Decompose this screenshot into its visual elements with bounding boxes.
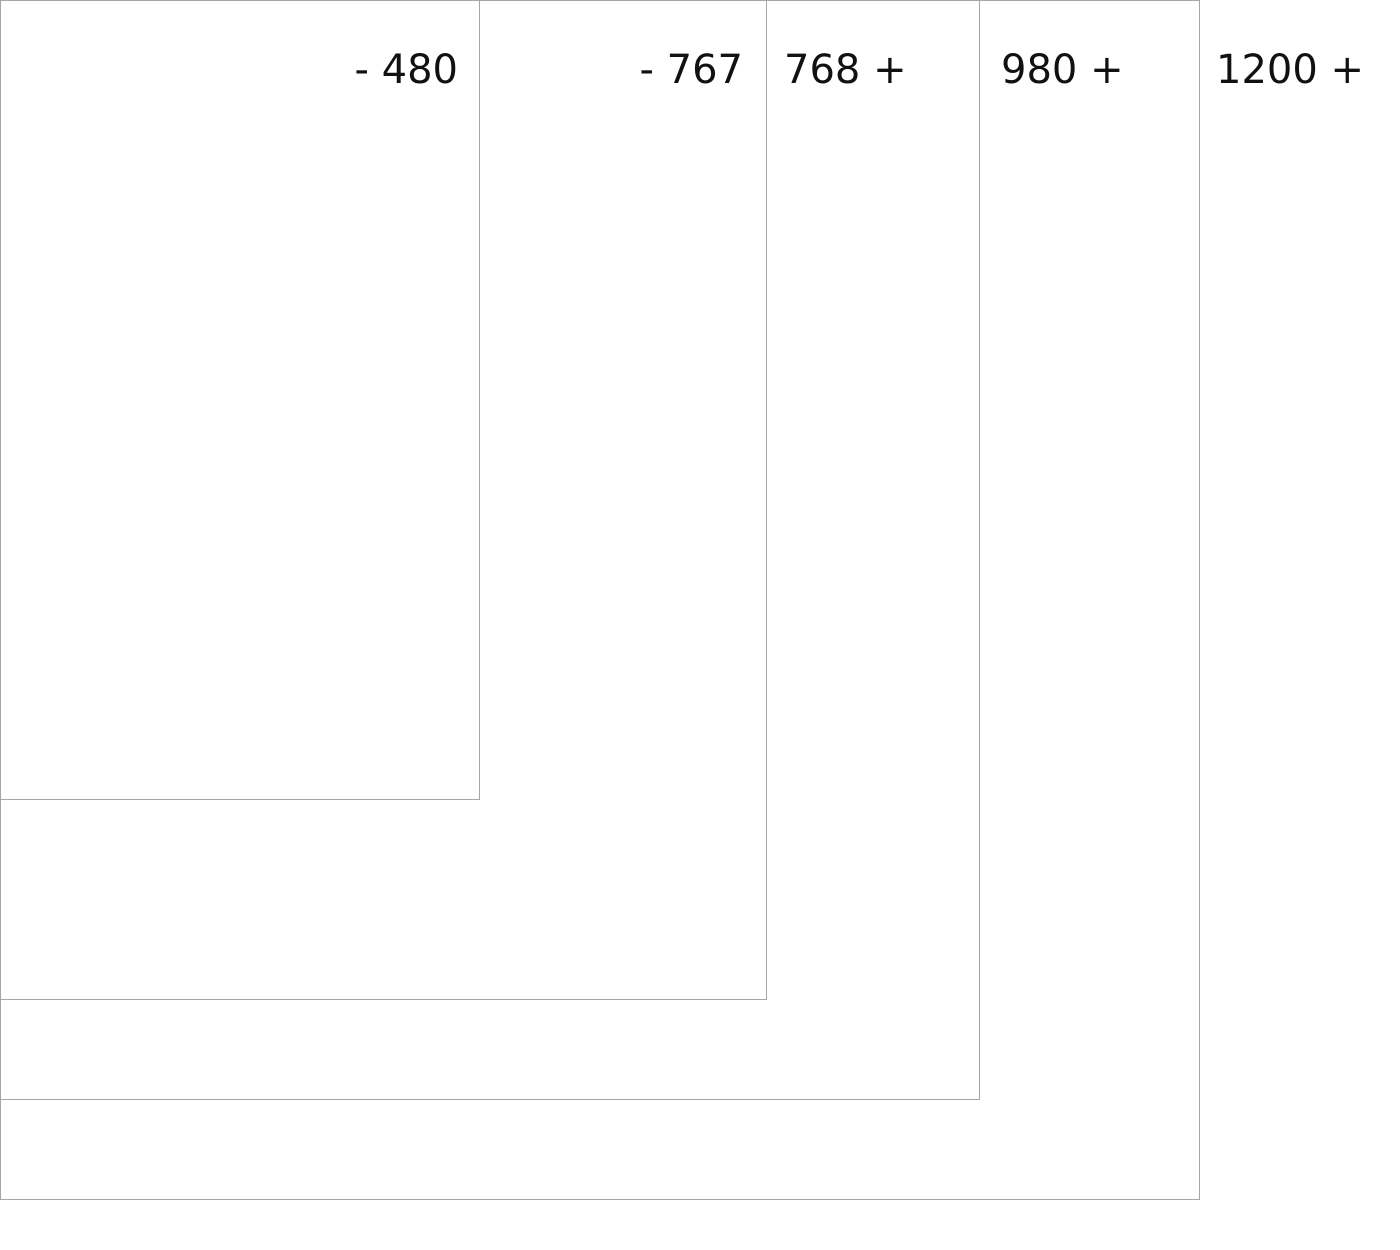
breakpoint-label-max-480: - 480: [355, 46, 459, 94]
breakpoint-label-min-1200: 1200 +: [1216, 46, 1364, 94]
breakpoint-frame-480: [0, 0, 480, 800]
breakpoint-label-max-767: - 767: [640, 46, 744, 94]
breakpoint-label-min-980: 980 +: [1001, 46, 1124, 94]
breakpoint-label-min-768: 768 +: [784, 46, 907, 94]
